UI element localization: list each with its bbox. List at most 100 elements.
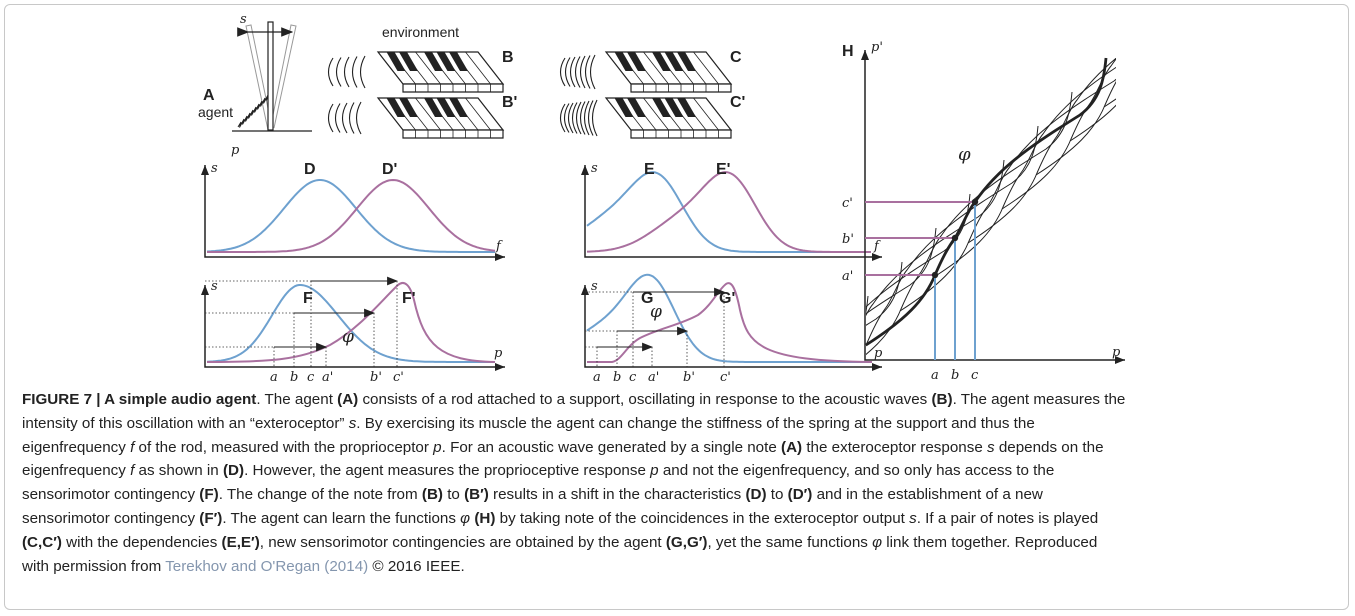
- key-edge: [415, 97, 441, 131]
- caption-text: the exteroceptor response: [802, 438, 987, 456]
- caption-text: © 2016 IEEE.: [368, 557, 465, 575]
- tick-label: c': [720, 370, 731, 385]
- s-label: s: [240, 12, 247, 27]
- panel-label: F: [303, 290, 313, 307]
- caption-text: , yet the same functions: [707, 533, 873, 551]
- y-axis-label: s: [211, 161, 218, 176]
- caption-text: consists of a rod attached to a support,…: [358, 391, 932, 408]
- contour-line: [899, 78, 1116, 312]
- black-key: [677, 52, 696, 71]
- tick-label: a': [322, 370, 333, 385]
- caption-text: (A): [781, 438, 803, 456]
- black-key: [677, 98, 696, 117]
- caption-text: results in a shift in the characteristic…: [488, 486, 746, 504]
- tick-label: c: [629, 370, 637, 385]
- black-key: [424, 52, 443, 71]
- tick-labels: a b c a' b' c' a b c a' b' c'a'b'c'a b c: [270, 196, 979, 385]
- arrow-head: [581, 165, 589, 175]
- wave: [348, 102, 355, 134]
- axes: [584, 285, 882, 368]
- caption-text: as shown in: [134, 462, 223, 480]
- tick-label: a': [842, 269, 853, 284]
- black-key: [436, 98, 456, 117]
- caption-text: s: [909, 509, 917, 527]
- caption-text: (B): [421, 486, 443, 504]
- wave: [575, 101, 582, 135]
- phi-label: φ: [650, 302, 662, 322]
- caption-text: p: [433, 438, 442, 456]
- x-axis-label: p: [494, 346, 503, 361]
- wave: [559, 57, 566, 87]
- x-axis-label: p: [1112, 345, 1121, 360]
- contour-line: [1103, 98, 1116, 108]
- arrow-head: [201, 165, 209, 175]
- caption-text: s: [348, 414, 357, 432]
- x-axis-label: f: [873, 239, 881, 254]
- agent-label: agent: [198, 104, 233, 120]
- axes: [584, 165, 882, 258]
- wave: [327, 57, 334, 87]
- panel-label: G: [641, 290, 653, 307]
- caption-line: intensity of this oscillation with an “e…: [22, 412, 1125, 436]
- figure-frame: [4, 4, 1349, 610]
- citation-link[interactable]: Terekhov and O'Regan (2014): [165, 557, 369, 575]
- figure: A agent s p environment B B' C C' D D' s…: [198, 12, 1125, 385]
- panel-label: E': [716, 161, 730, 178]
- key-edge: [693, 97, 719, 131]
- curve: [207, 178, 496, 253]
- caption-text: . By exercising its muscle the agent can…: [356, 414, 1035, 432]
- caption-text: (D): [745, 486, 767, 504]
- arrow-head: [872, 363, 882, 371]
- panel-label: F': [402, 290, 416, 307]
- black-key: [424, 98, 443, 117]
- caption-text: . The change of the note from: [218, 486, 422, 504]
- caption-text: (F): [199, 486, 219, 504]
- tick-label: b': [683, 370, 695, 385]
- caption-text: f: [130, 438, 135, 456]
- point: [931, 271, 939, 279]
- y-axis-label: p': [871, 40, 883, 55]
- wave: [355, 101, 362, 135]
- key-edge: [415, 51, 441, 85]
- curve: [206, 281, 496, 363]
- caption-text: φ: [872, 533, 883, 551]
- arrow-head: [201, 285, 209, 295]
- key-edge: [465, 97, 491, 131]
- y-axis-label: s: [591, 279, 598, 294]
- caption-text: . For an acoustic wave generated by a si…: [441, 438, 782, 456]
- panel-label: D: [304, 161, 316, 178]
- caption-text: . However, the agent measures the propri…: [244, 462, 651, 480]
- caption-text: by taking note of the coincidences in th…: [495, 509, 910, 527]
- black-key: [386, 98, 406, 117]
- wave: [564, 57, 571, 87]
- contour-line: [866, 159, 1005, 317]
- curve: [206, 179, 495, 253]
- axes: [204, 165, 505, 258]
- black-key: [386, 52, 406, 71]
- arrow-head: [581, 285, 589, 295]
- black-key: [664, 98, 684, 117]
- caption-text: to: [442, 486, 465, 504]
- wave: [334, 103, 341, 133]
- black-key: [614, 98, 634, 117]
- caption-text: and not the eigenfrequency, and so only …: [658, 462, 1055, 480]
- tick-label: a': [648, 370, 659, 385]
- black-key: [399, 52, 418, 71]
- caption-text: intensity of this oscillation with an “e…: [22, 414, 349, 432]
- curve: [587, 171, 871, 253]
- panel-label: B': [502, 94, 517, 111]
- caption-line: FIGURE 7 | A simple audio agent. The age…: [22, 388, 1125, 412]
- black-key: [627, 98, 646, 117]
- caption-text: (C,C′): [22, 533, 62, 551]
- black-key: [399, 98, 418, 117]
- caption-text: eigenfrequency: [22, 462, 131, 480]
- wave: [359, 55, 366, 89]
- caption-text: , new sensorimotor contingencies are obt…: [259, 533, 666, 551]
- tick-label: c: [971, 368, 979, 383]
- wave: [559, 103, 566, 133]
- caption-text: (D): [222, 462, 245, 480]
- caption-text: f: [130, 462, 135, 480]
- x-axis-label: f: [495, 239, 503, 254]
- contour-line: [1035, 81, 1116, 176]
- contour-line: [866, 193, 971, 308]
